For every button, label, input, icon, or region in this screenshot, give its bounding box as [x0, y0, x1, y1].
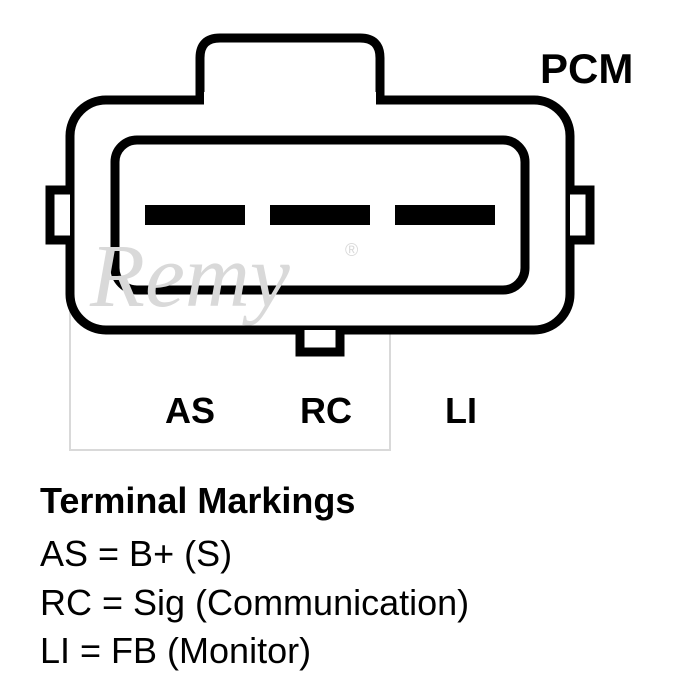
watermark-reg: ® [345, 240, 358, 261]
terminal-label-li: LI [445, 390, 477, 432]
legend-line-as: AS = B+ (S) [40, 530, 469, 579]
clip-join-mask [204, 92, 376, 108]
legend-title: Terminal Markings [40, 480, 469, 522]
diagram-canvas: Remy ® PCM AS RC LI Terminal Markings AS… [0, 0, 700, 700]
pin-rc [270, 205, 370, 225]
legend-line-li: LI = FB (Monitor) [40, 627, 469, 676]
pin-li [395, 205, 495, 225]
legend: Terminal Markings AS = B+ (S) RC = Sig (… [40, 480, 469, 676]
left-tab [50, 190, 70, 240]
right-tab [570, 190, 590, 240]
legend-line-rc: RC = Sig (Communication) [40, 579, 469, 628]
connector-clip [200, 38, 380, 100]
bottom-tab [300, 330, 340, 352]
terminal-label-as: AS [165, 390, 215, 432]
pcm-label: PCM [540, 45, 633, 93]
pin-as [145, 205, 245, 225]
terminal-label-rc: RC [300, 390, 352, 432]
